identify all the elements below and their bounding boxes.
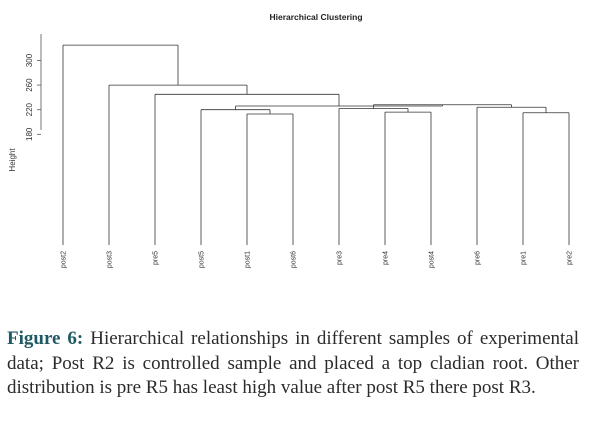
merge-link-1 (246, 113, 294, 245)
leaf-label: pre3 (337, 251, 344, 265)
merge-link-6 (476, 106, 547, 245)
merge-link-5 (522, 112, 570, 245)
leaf-labels: post2 post3 pre5 post5 post1 post6 pre3 pre4 pos… (61, 251, 574, 268)
merge-link-3 (384, 111, 432, 245)
y-tick-label: 300 (25, 53, 34, 67)
leaf-label: post3 (107, 251, 114, 268)
caption-lead: Figure 6: (7, 328, 84, 349)
leaf-label: pre6 (475, 251, 482, 265)
merge-link-10 (108, 84, 248, 245)
leaf-label: pre5 (153, 251, 160, 265)
leaf-label: post5 (199, 251, 206, 268)
y-axis: 180 220 260 300 (25, 34, 42, 141)
y-tick-label: 220 (25, 102, 34, 116)
leaf-label: pre2 (567, 251, 574, 265)
leaf-label: pre4 (383, 251, 390, 265)
leaf-label: post1 (245, 251, 252, 268)
caption-text: Hierarchical relationships in different … (7, 328, 579, 398)
figure-caption: Figure 6: Hierarchical relationships in … (7, 327, 579, 401)
merge-link-11 (62, 44, 179, 245)
y-tick-label: 180 (25, 127, 34, 141)
dendrogram-chart: Hierarchical Clustering 180 220 260 300 Hei… (8, 12, 574, 268)
leaf-label: post2 (61, 251, 68, 268)
chart-title: Hierarchical Clustering (269, 12, 362, 22)
leaf-label: post4 (429, 251, 436, 268)
leaf-label: post6 (291, 251, 298, 268)
leaf-label: pre1 (521, 251, 528, 265)
merge-link-2 (200, 109, 271, 245)
merge-link-4 (338, 108, 409, 245)
y-tick-label: 260 (25, 78, 34, 92)
dendrogram-links (62, 44, 570, 245)
y-axis-label: Height (8, 148, 17, 172)
